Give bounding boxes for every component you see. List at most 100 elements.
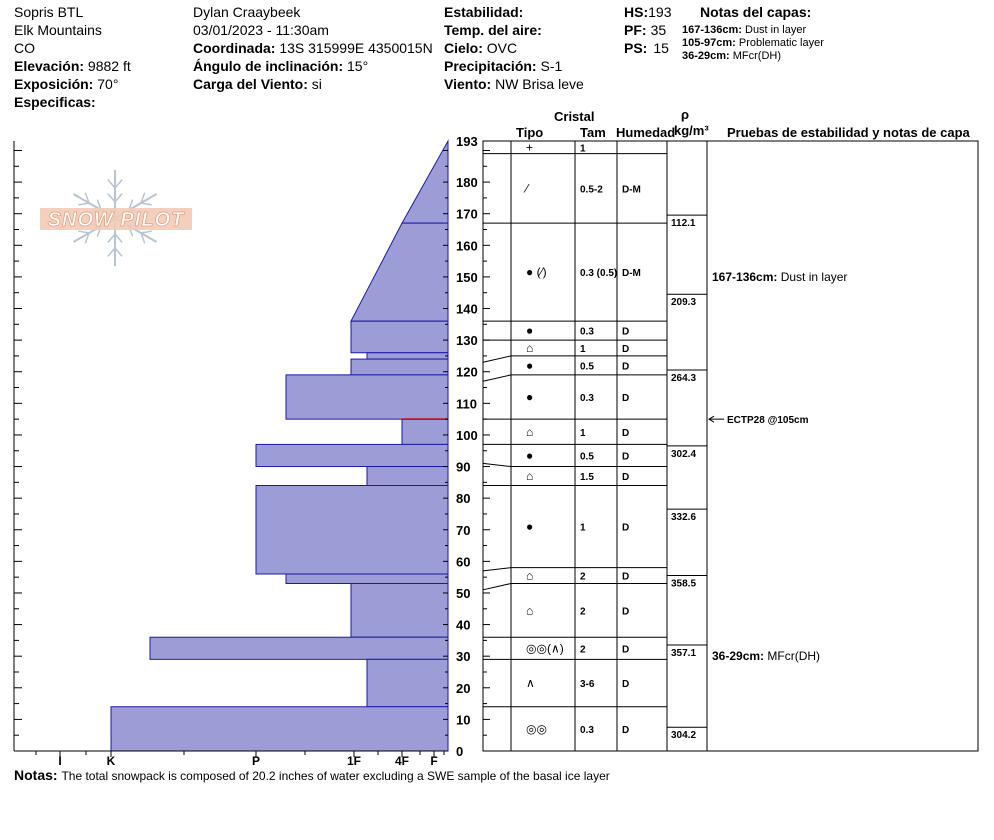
coordinate-label: Coordinada: xyxy=(193,40,276,56)
layer-grain-size: 2 xyxy=(580,572,586,583)
snowpilot-logo: SNOW PILOT xyxy=(40,170,192,266)
layer-grain-size: 0.5 xyxy=(580,361,594,372)
ps-row: PS: 15 xyxy=(624,40,669,56)
stability-test-arrowhead xyxy=(708,415,715,423)
height-label: 130 xyxy=(456,333,478,348)
layer-grain-size: 3-6 xyxy=(580,679,595,690)
hardness-segment xyxy=(350,320,449,354)
tests-header: Pruebas de estabilidad y notas de capa xyxy=(727,125,970,140)
layer-grain-size: 1 xyxy=(580,523,586,534)
hardness-segment xyxy=(366,352,449,360)
note-range: 167-136cm: xyxy=(712,270,781,284)
snowflake-branch xyxy=(107,179,116,189)
layer-moisture: D xyxy=(622,606,629,617)
left-ticks xyxy=(14,149,490,752)
layer-notes-title: Notas del capas: xyxy=(700,4,812,20)
hardness-label: K xyxy=(107,754,116,768)
observer-name: Dylan Craaybeek xyxy=(193,4,301,20)
pf-row: PF: 35 xyxy=(624,22,666,38)
logo-text: SNOW PILOT xyxy=(48,209,185,231)
layer-moisture: D xyxy=(622,472,629,483)
layer-boundary-connector xyxy=(482,462,512,468)
density-value: 358.5 xyxy=(671,578,696,589)
sky-label: Cielo: xyxy=(444,40,483,56)
hardness-label: P xyxy=(252,754,260,768)
layer-note-text: Problematic layer xyxy=(738,37,824,49)
layer-grain-type: ● xyxy=(526,390,533,404)
elevation-value: 9882 ft xyxy=(87,58,131,74)
aspect-row: Exposición: 70° xyxy=(14,76,118,92)
layer-test-note: 167-136cm: Dust in layer xyxy=(712,270,847,284)
layer-note-range: 36-29cm: xyxy=(682,50,730,62)
layer-grain-type: ● xyxy=(526,324,533,338)
layer-note: 36-29cm: MFcr(DH) xyxy=(682,50,781,62)
hs-label: HS: xyxy=(624,4,649,20)
mountain-range: Elk Mountains xyxy=(14,22,102,38)
hardness-segment xyxy=(401,418,449,445)
coordinate-row: Coordinada: 13S 315999E 4350015N xyxy=(193,40,433,56)
height-axis: 1931801701601501401301201101009080706050… xyxy=(456,134,478,759)
hardness-label: I xyxy=(58,754,61,768)
layer-grain-type: ● xyxy=(526,358,533,372)
hardness-segment xyxy=(110,706,449,752)
test-notes: 167-136cm: Dust in layer 36-29cm: MFcr(DH… xyxy=(708,270,847,663)
density-value: 302.4 xyxy=(671,449,696,460)
layer-grain-type: ⌂ xyxy=(526,603,533,617)
snowflake-branch xyxy=(84,232,90,244)
wind-row: Viento: NW Brisa leve xyxy=(444,76,584,92)
height-label: 30 xyxy=(456,649,470,664)
density-value: 332.6 xyxy=(671,512,696,523)
hardness-segment xyxy=(350,582,449,638)
height-label: 0 xyxy=(456,744,463,759)
snowflake-branch xyxy=(78,202,90,206)
hardness-segment xyxy=(149,636,449,660)
coordinate-value: 13S 315999E 4350015N xyxy=(279,40,433,56)
ps-label: PS: xyxy=(624,40,648,56)
layer-moisture: D xyxy=(622,451,629,462)
hs-row: HS:193 xyxy=(624,4,671,20)
wind-load-value: si xyxy=(311,76,322,92)
snowflake-branch xyxy=(107,233,116,243)
layer-boundary-connector xyxy=(482,355,512,363)
layer-moisture: D xyxy=(622,572,629,583)
height-label: 50 xyxy=(456,586,470,601)
aspect-label: Exposición: xyxy=(14,76,94,92)
layer-moisture: D xyxy=(622,344,629,355)
type-header: Tipo xyxy=(516,125,544,140)
layer-moisture: D xyxy=(622,428,629,439)
hardness-segment xyxy=(255,485,449,575)
precip-row: Precipitación: S-1 xyxy=(444,58,562,74)
snowflake-branch xyxy=(107,193,116,203)
height-label: 60 xyxy=(456,554,470,569)
elevation-row: Elevación: 9882 ft xyxy=(14,58,131,74)
layer-grain-type: ● xyxy=(526,448,533,462)
layer-boundary-connector xyxy=(482,374,512,382)
density-column: 112.1 209.3 264.3 302.4 332.6 358.5 357.1 304.2 xyxy=(667,214,707,741)
note-range: 36-29cm: xyxy=(712,649,767,663)
layer-grain-size: 2 xyxy=(580,644,586,655)
layer-boundary-connector xyxy=(482,582,512,591)
layer-note-range: 105-97cm: xyxy=(682,37,736,49)
density-value: 209.3 xyxy=(671,297,696,308)
hardness-segment xyxy=(285,573,449,584)
layer-grain-size: 0.3 xyxy=(580,725,594,736)
layer-note-text: MFcr(DH) xyxy=(732,50,782,62)
height-label: 170 xyxy=(456,207,478,222)
snowflake-branch xyxy=(140,202,152,206)
layer-moisture: D xyxy=(622,393,629,404)
layer-grain-size: 1 xyxy=(580,428,586,439)
sky-value: OVC xyxy=(486,40,518,56)
snowflake-branch xyxy=(140,230,152,234)
layer-grain-size: 0.3 (0.5) xyxy=(580,268,617,279)
layer-grain-size: 1.5 xyxy=(580,472,594,483)
specifics-label: Especificas: xyxy=(14,94,96,110)
hardness-segment xyxy=(350,222,449,322)
layer-grain-type: ⌂ xyxy=(526,425,533,439)
note-text: MFcr(DH) xyxy=(767,649,820,663)
layer-note-range: 167-136cm: xyxy=(682,24,742,36)
state: CO xyxy=(14,40,35,56)
layer-moisture: D xyxy=(622,523,629,534)
logo-banner xyxy=(40,208,192,230)
layer-moisture: D xyxy=(622,679,629,690)
layer-grain-type: ⌂ xyxy=(526,569,533,583)
